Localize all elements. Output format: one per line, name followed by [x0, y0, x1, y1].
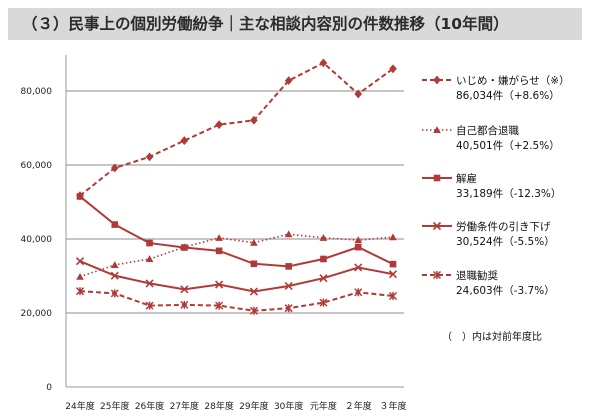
- data-point: [215, 120, 223, 130]
- data-point: [284, 76, 293, 86]
- data-point: [354, 263, 363, 272]
- data-point: [111, 221, 119, 228]
- data-point: [389, 64, 397, 74]
- data-point: [388, 270, 398, 279]
- data-point: [75, 257, 85, 266]
- x-tick-label: 27年度: [170, 400, 199, 412]
- data-point: [319, 298, 328, 307]
- title-bar: （３）民事上の個別労働紛争｜主な相談内容別の件数推移（10年間）: [8, 8, 582, 40]
- data-point: [249, 306, 258, 315]
- data-point: [354, 89, 363, 99]
- data-point: [215, 301, 224, 310]
- data-point: [181, 244, 188, 251]
- x-tick-label: 28年度: [204, 400, 233, 412]
- data-point: [110, 163, 119, 173]
- marker-stroke: [284, 281, 293, 291]
- data-point: [180, 285, 189, 294]
- data-point: [320, 255, 327, 263]
- data-point: [284, 304, 293, 313]
- marker-stroke: [110, 271, 119, 280]
- legend-series-value: 24,603件（-3.7%）: [456, 285, 555, 297]
- data-point: [354, 243, 362, 251]
- legend-series-name: いじめ・嫌がらせ（※）: [456, 74, 570, 87]
- legend-marker: [432, 270, 442, 280]
- data-point: [76, 193, 84, 200]
- data-point: [215, 280, 224, 289]
- legend-marker: [433, 75, 441, 85]
- legend-marker: [433, 174, 441, 182]
- y-tick-label: 20,000: [21, 309, 53, 319]
- y-tick-label: 60,000: [21, 161, 53, 171]
- x-tick-label: 30年度: [274, 400, 303, 412]
- data-point: [110, 289, 119, 298]
- data-point: [284, 230, 293, 238]
- data-point: [319, 234, 328, 241]
- data-point: [389, 260, 397, 268]
- x-tick-label: ２年度: [345, 400, 372, 412]
- x-tick-label: ３年度: [379, 400, 406, 412]
- data-point: [250, 115, 258, 125]
- marker-stroke: [249, 287, 258, 296]
- data-point: [75, 287, 85, 296]
- legend-series-name: 解雇: [456, 172, 477, 185]
- data-point: [215, 247, 223, 255]
- series-line-2: [79, 195, 394, 268]
- data-point: [180, 300, 189, 309]
- legend-series-value: 30,524件（-5.5%）: [456, 236, 555, 248]
- data-point: [146, 239, 153, 247]
- data-point: [215, 234, 223, 241]
- comparison-note: （ ）内は対前年度比: [442, 330, 542, 343]
- data-point: [145, 279, 154, 288]
- y-tick-label: 0: [46, 383, 52, 393]
- y-tick-label: 40,000: [21, 235, 53, 245]
- marker-stroke: [145, 279, 154, 288]
- data-point: [76, 272, 84, 280]
- chart-title: （３）民事上の個別労働紛争｜主な相談内容別の件数推移（10年間）: [22, 15, 509, 33]
- y-tick-label: 80,000: [21, 87, 53, 97]
- marker-stroke: [180, 285, 189, 294]
- legend-series-value: 40,501件（+2.5%）: [456, 140, 560, 152]
- marker-stroke: [432, 221, 442, 231]
- data-point: [319, 58, 328, 68]
- data-point: [250, 238, 258, 246]
- legend-marker: [433, 126, 441, 134]
- data-point: [354, 288, 363, 297]
- legend-series-name: 退職勧奨: [456, 269, 498, 282]
- data-point: [354, 236, 363, 244]
- data-point: [389, 233, 397, 241]
- data-point: [249, 287, 258, 296]
- marker-stroke: [215, 280, 224, 289]
- x-tick-label: 29年度: [239, 400, 268, 412]
- legend-series-name: 自己都合退職: [456, 124, 519, 137]
- marker-stroke: [75, 257, 85, 266]
- data-point: [319, 274, 328, 283]
- data-point: [388, 291, 398, 301]
- marker-stroke: [319, 274, 328, 283]
- x-tick-label: 24年度: [65, 400, 94, 412]
- x-tick-label: 元年度: [310, 400, 337, 412]
- data-point: [284, 281, 293, 291]
- marker-stroke: [388, 270, 398, 279]
- data-point: [110, 271, 119, 280]
- data-point: [250, 260, 258, 268]
- data-point: [285, 263, 292, 270]
- data-point: [145, 152, 154, 162]
- x-tick-label: 25年度: [100, 400, 129, 412]
- series-line-3: [79, 260, 394, 293]
- legend-series-value: 86,034件（+8.6%）: [456, 90, 560, 102]
- legend-marker: [432, 221, 442, 231]
- data-point: [180, 136, 189, 145]
- x-tick-label: 26年度: [135, 400, 164, 412]
- data-point: [145, 301, 154, 310]
- series-line-0: [79, 61, 394, 197]
- data-point: [110, 261, 119, 268]
- legend-series-name: 労働条件の引き下げ: [456, 220, 551, 233]
- legend-series-value: 33,189件（-12.3%）: [456, 188, 561, 200]
- series-line-4: [79, 290, 394, 312]
- data-point: [145, 255, 154, 263]
- marker-stroke: [354, 263, 363, 272]
- series-line-1: [79, 233, 394, 278]
